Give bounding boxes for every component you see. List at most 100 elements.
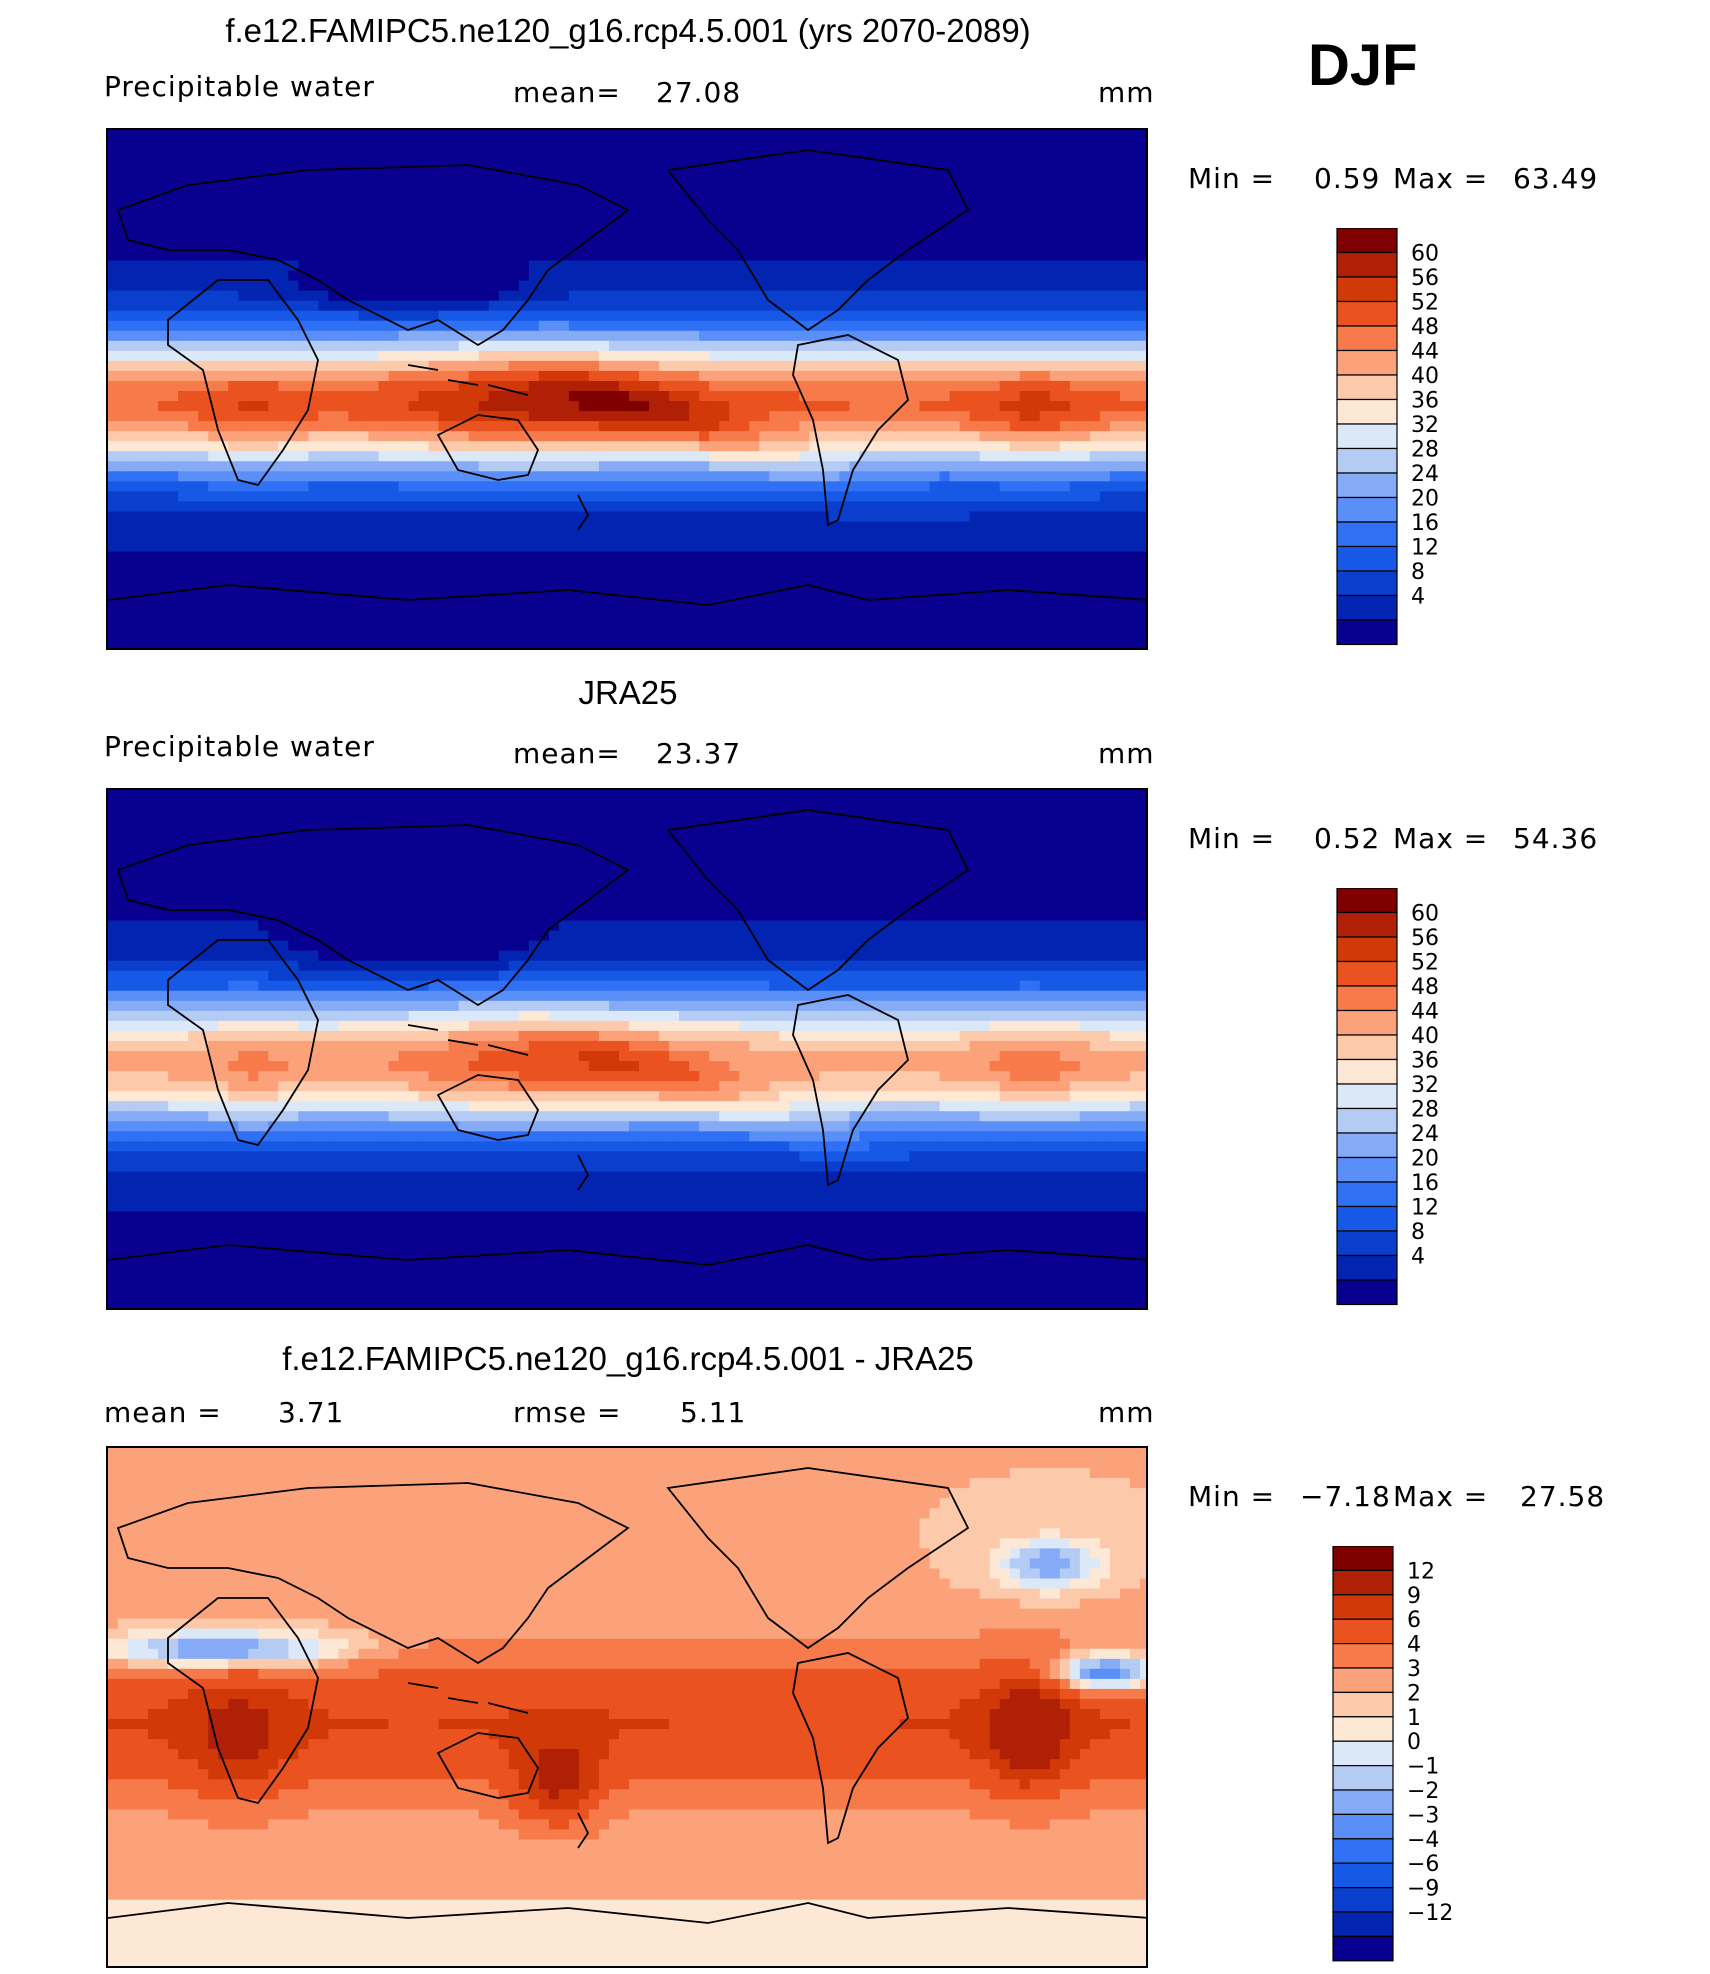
panel1-cell xyxy=(448,330,460,342)
panel1-cell xyxy=(1069,280,1081,292)
panel1-cell xyxy=(739,411,750,422)
panel1-cell xyxy=(639,421,650,432)
panel1-cell xyxy=(158,230,169,242)
panel1-cell xyxy=(288,340,299,352)
panel1-cell xyxy=(208,290,219,302)
panel1-cell xyxy=(418,521,430,533)
panel1-cell xyxy=(959,401,971,412)
panel1-cell xyxy=(108,601,119,613)
panel1-cell xyxy=(318,220,330,231)
panel1-cell xyxy=(809,340,820,352)
panel1-cell xyxy=(518,441,530,452)
panel1-cell xyxy=(438,551,450,563)
panel1-cell xyxy=(228,350,239,362)
panel1-cell xyxy=(909,401,921,412)
panel1-cell xyxy=(118,320,129,332)
panel1-cell xyxy=(578,441,590,452)
panel1-cell xyxy=(448,240,460,252)
panel1-cell xyxy=(508,200,520,211)
panel1-cell xyxy=(1079,511,1091,523)
panel1-cell xyxy=(819,140,830,151)
panel1-cell xyxy=(639,451,650,462)
panel1-cell xyxy=(879,591,891,603)
panel1-cell xyxy=(298,431,309,442)
panel1-cell xyxy=(839,451,851,462)
panel1-cell xyxy=(1039,591,1051,603)
panel1-cell xyxy=(929,290,941,302)
panel1-cell xyxy=(498,350,510,362)
panel1-cell xyxy=(158,601,169,613)
panel1-cell xyxy=(1089,481,1101,492)
panel1-cell xyxy=(809,491,820,503)
panel1-cell xyxy=(358,471,370,482)
panel1-cell xyxy=(969,340,981,352)
panel1-cell xyxy=(108,380,119,392)
panel1-cell xyxy=(1079,581,1091,593)
panel1-cell xyxy=(578,350,590,362)
panel1-cell xyxy=(639,220,650,231)
panel1-cell xyxy=(558,360,570,372)
panel1-cell xyxy=(989,210,1001,221)
panel1-cell xyxy=(909,340,921,352)
panel1-cell xyxy=(709,471,720,482)
panel1-cell xyxy=(478,320,490,332)
panel1-cell xyxy=(188,380,199,392)
panel1-cell xyxy=(468,150,480,161)
panel1-cell xyxy=(408,511,420,523)
panel1-cell xyxy=(108,551,119,563)
panel1-cell xyxy=(989,270,1001,282)
panel1-cell xyxy=(538,360,550,372)
panel1-cell xyxy=(739,220,750,231)
panel1-cell xyxy=(1009,591,1021,603)
panel1-cell xyxy=(558,441,570,452)
panel1-cell xyxy=(1119,391,1131,402)
panel1-cell xyxy=(799,581,810,593)
panel1-cell xyxy=(1119,551,1131,563)
panel1-cell xyxy=(338,370,350,382)
panel1-cell xyxy=(899,461,911,472)
panel1-cell xyxy=(468,350,480,362)
panel1-cell xyxy=(168,250,179,262)
panel1-cell xyxy=(659,380,670,392)
panel1-cell xyxy=(1019,130,1031,141)
panel1-cell xyxy=(799,240,810,252)
panel1-cell xyxy=(789,491,800,503)
panel1-cell xyxy=(448,230,460,242)
panel1-cell xyxy=(939,320,951,332)
panel1-cell xyxy=(618,441,630,452)
panel1-cell xyxy=(889,220,901,231)
panel1-cell xyxy=(328,340,340,352)
panel1-cell xyxy=(979,270,991,282)
panel1-cell xyxy=(528,421,540,432)
panel1-cell xyxy=(198,280,209,292)
panel1-cell xyxy=(598,501,610,513)
panel1-cell xyxy=(518,310,530,322)
panel1-cell xyxy=(729,290,740,302)
panel1-cell xyxy=(158,140,169,151)
panel1-cell xyxy=(448,401,460,412)
panel1-cell xyxy=(1029,601,1041,613)
panel1-cell xyxy=(308,571,319,583)
panel1-cell xyxy=(598,511,610,523)
panel1-cell xyxy=(428,250,440,262)
panel1-cell xyxy=(408,220,420,231)
panel1-cell xyxy=(288,591,299,603)
panel1-cell xyxy=(739,140,750,151)
panel1-cell xyxy=(438,411,450,422)
panel1-cell xyxy=(408,591,420,603)
panel1-cell xyxy=(1099,541,1111,553)
panel1-cell xyxy=(358,190,370,201)
panel1-cell xyxy=(699,411,710,422)
panel1-cell xyxy=(618,471,630,482)
panel1-cell xyxy=(268,551,279,563)
panel1-cell xyxy=(639,130,650,141)
panel1-cell xyxy=(568,481,580,492)
panel1-cell xyxy=(128,521,139,533)
panel1-cell xyxy=(759,421,770,432)
panel1-cell xyxy=(328,220,340,231)
panel1-cell xyxy=(378,220,390,231)
panel1-cell xyxy=(649,320,660,332)
panel1-cell xyxy=(258,451,269,462)
panel1-cell xyxy=(438,561,450,573)
panel1-cell xyxy=(438,170,450,181)
